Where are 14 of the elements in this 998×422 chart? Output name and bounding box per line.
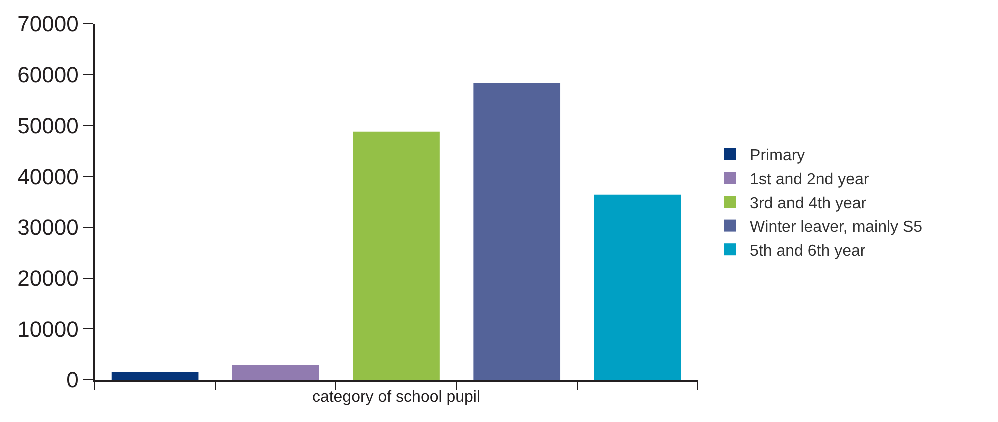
- legend-label: Winter leaver, mainly S5: [750, 219, 923, 236]
- y-tick-label: 70000: [18, 12, 79, 37]
- y-tick-label: 40000: [18, 164, 79, 190]
- legend-label: 1st and 2nd year: [750, 171, 870, 188]
- y-tick-label: 10000: [18, 316, 79, 342]
- y-tick-label: 20000: [18, 266, 79, 291]
- y-tick-label: 30000: [18, 215, 79, 240]
- y-tick-label: 60000: [18, 62, 79, 88]
- x-axis-title: category of school pupil: [312, 388, 481, 406]
- legend-label: 5th and 6th year: [750, 242, 866, 260]
- legend-label: 3rd and 4th year: [750, 195, 868, 212]
- legend-label: Primary: [750, 148, 806, 165]
- y-tick-label: 50000: [18, 113, 79, 138]
- y-tick-label: 0: [66, 368, 79, 393]
